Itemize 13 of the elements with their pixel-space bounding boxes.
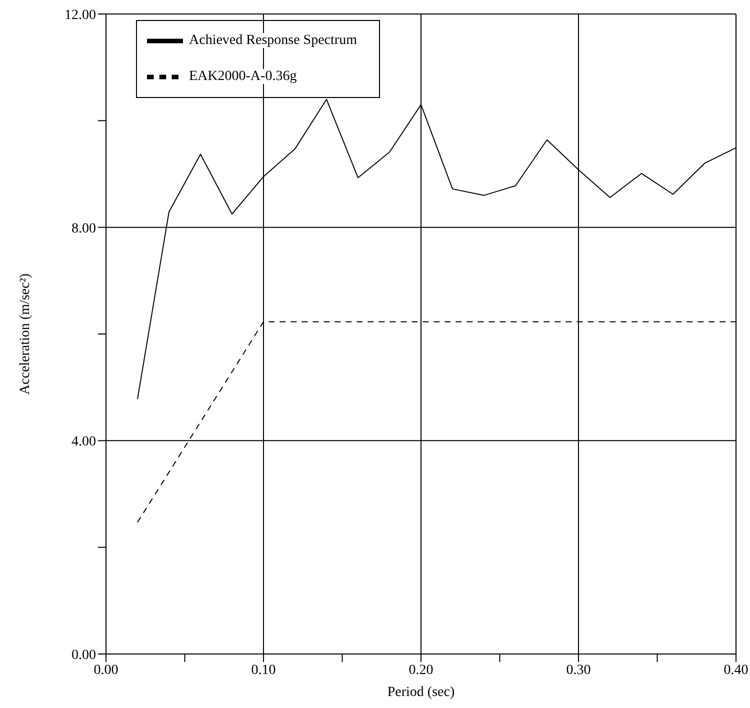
y-axis-title: Acceleration (m/sec²) xyxy=(18,273,33,395)
x-tick-label: 0.10 xyxy=(251,662,276,678)
y-tick-label: 12.00 xyxy=(64,8,96,23)
legend-label: EAK2000-A-0.36g xyxy=(187,69,299,84)
x-tick-label: 0.40 xyxy=(724,662,748,678)
y-tick-label: 8.00 xyxy=(72,221,96,236)
legend-label: Achieved Response Spectrum xyxy=(187,33,359,48)
y-tick-label: 4.00 xyxy=(72,434,96,450)
x-axis-title: Period (sec) xyxy=(387,685,455,700)
x-tick-label: 0.00 xyxy=(94,662,118,678)
x-tick-label: 0.30 xyxy=(566,662,591,678)
y-tick-label: 0.00 xyxy=(72,648,96,663)
x-tick-label: 0.20 xyxy=(408,662,434,678)
